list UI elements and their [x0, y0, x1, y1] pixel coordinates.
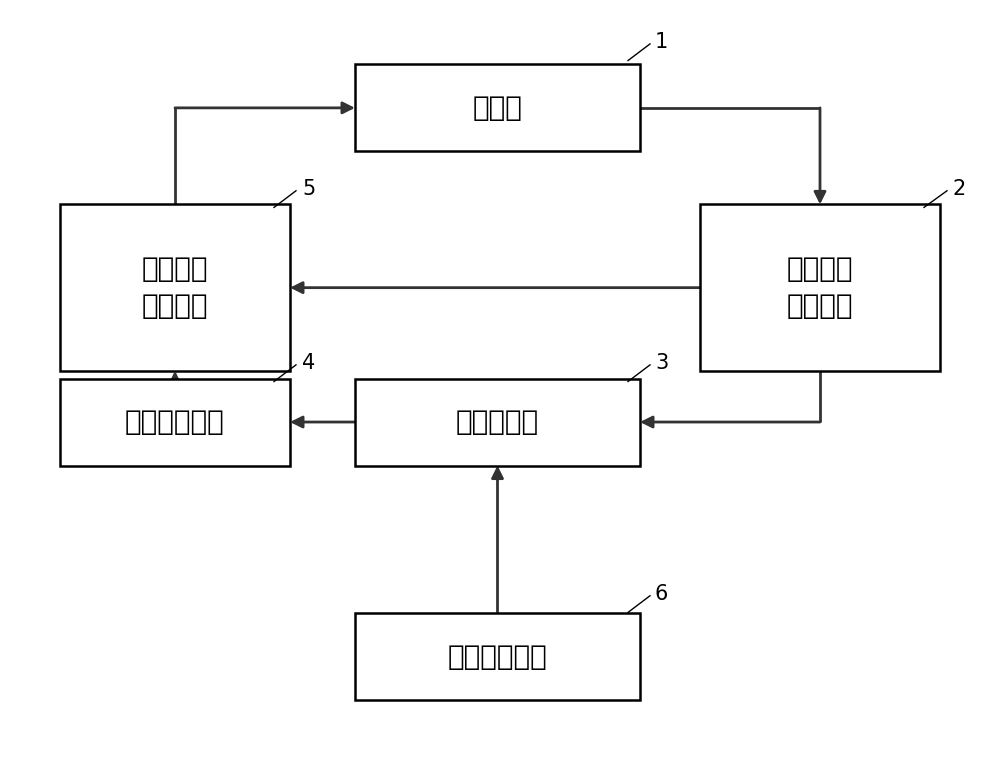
Text: 6: 6	[655, 584, 668, 604]
Text: 第一信号
放大电路: 第一信号 放大电路	[787, 255, 853, 320]
Text: 4: 4	[302, 354, 315, 373]
Text: 中央处理器: 中央处理器	[456, 408, 539, 436]
Bar	[355, 378, 640, 466]
Text: 第二信号
放大电路: 第二信号 放大电路	[142, 255, 208, 320]
Bar	[355, 613, 640, 700]
Text: 1: 1	[655, 32, 668, 51]
Text: 3: 3	[655, 354, 668, 373]
Text: 激光管: 激光管	[473, 94, 522, 122]
Bar	[60, 378, 290, 466]
Bar	[355, 64, 640, 151]
Bar	[60, 204, 290, 371]
Text: 5: 5	[302, 179, 315, 199]
Text: 温度检测电路: 温度检测电路	[448, 643, 547, 671]
Text: 2: 2	[952, 179, 965, 199]
Text: 信号调理电路: 信号调理电路	[125, 408, 225, 436]
Bar	[700, 204, 940, 371]
